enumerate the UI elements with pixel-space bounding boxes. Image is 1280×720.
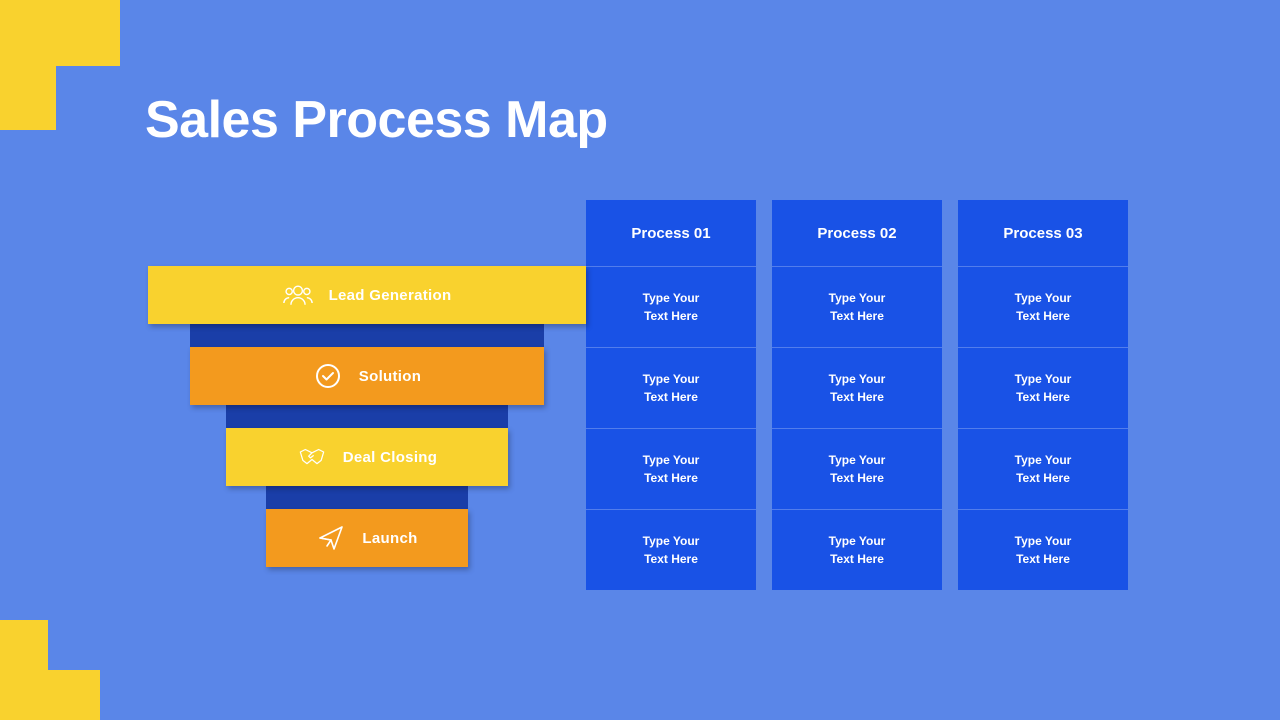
funnel-stage-label: Launch xyxy=(362,530,417,547)
funnel-stage: Deal Closing xyxy=(148,428,586,509)
process-column: Process 02Type YourText HereType YourTex… xyxy=(772,200,942,590)
process-cell: Type YourText Here xyxy=(958,266,1128,347)
process-cell: Type YourText Here xyxy=(772,428,942,509)
check-icon xyxy=(313,361,343,391)
process-cell: Type YourText Here xyxy=(586,347,756,428)
process-cell: Type YourText Here xyxy=(772,509,942,590)
process-column: Process 01Type YourText HereType YourTex… xyxy=(586,200,756,590)
slide: Sales Process Map Process 01Type YourTex… xyxy=(0,0,1280,720)
corner-decoration-bottom xyxy=(0,620,100,720)
process-cell: Type YourText Here xyxy=(958,347,1128,428)
funnel: Lead Generation Solution Deal Closing Launc… xyxy=(148,266,586,590)
funnel-bar: Solution xyxy=(190,347,544,405)
funnel-bar: Launch xyxy=(266,509,468,567)
funnel-stage: Solution xyxy=(148,347,586,428)
plane-icon xyxy=(316,523,346,553)
process-header: Process 02 xyxy=(772,200,942,266)
process-cell: Type YourText Here xyxy=(586,428,756,509)
process-header: Process 03 xyxy=(958,200,1128,266)
funnel-stage: Launch xyxy=(148,509,586,590)
process-grid: Process 01Type YourText HereType YourTex… xyxy=(586,200,1128,590)
funnel-stage-label: Lead Generation xyxy=(329,287,452,304)
process-cell: Type YourText Here xyxy=(586,266,756,347)
people-icon xyxy=(283,280,313,310)
corner-decoration-top xyxy=(0,0,120,130)
funnel-bar: Lead Generation xyxy=(148,266,586,324)
process-cell: Type YourText Here xyxy=(772,266,942,347)
funnel-bar: Deal Closing xyxy=(226,428,508,486)
funnel-stage-label: Deal Closing xyxy=(343,449,437,466)
funnel-stage-label: Solution xyxy=(359,368,421,385)
process-column: Process 03Type YourText HereType YourTex… xyxy=(958,200,1128,590)
funnel-stage: Lead Generation xyxy=(148,266,586,347)
slide-title: Sales Process Map xyxy=(145,90,608,150)
handshake-icon xyxy=(297,442,327,472)
process-cell: Type YourText Here xyxy=(958,428,1128,509)
process-cell: Type YourText Here xyxy=(772,347,942,428)
process-cell: Type YourText Here xyxy=(958,509,1128,590)
process-cell: Type YourText Here xyxy=(586,509,756,590)
process-header: Process 01 xyxy=(586,200,756,266)
